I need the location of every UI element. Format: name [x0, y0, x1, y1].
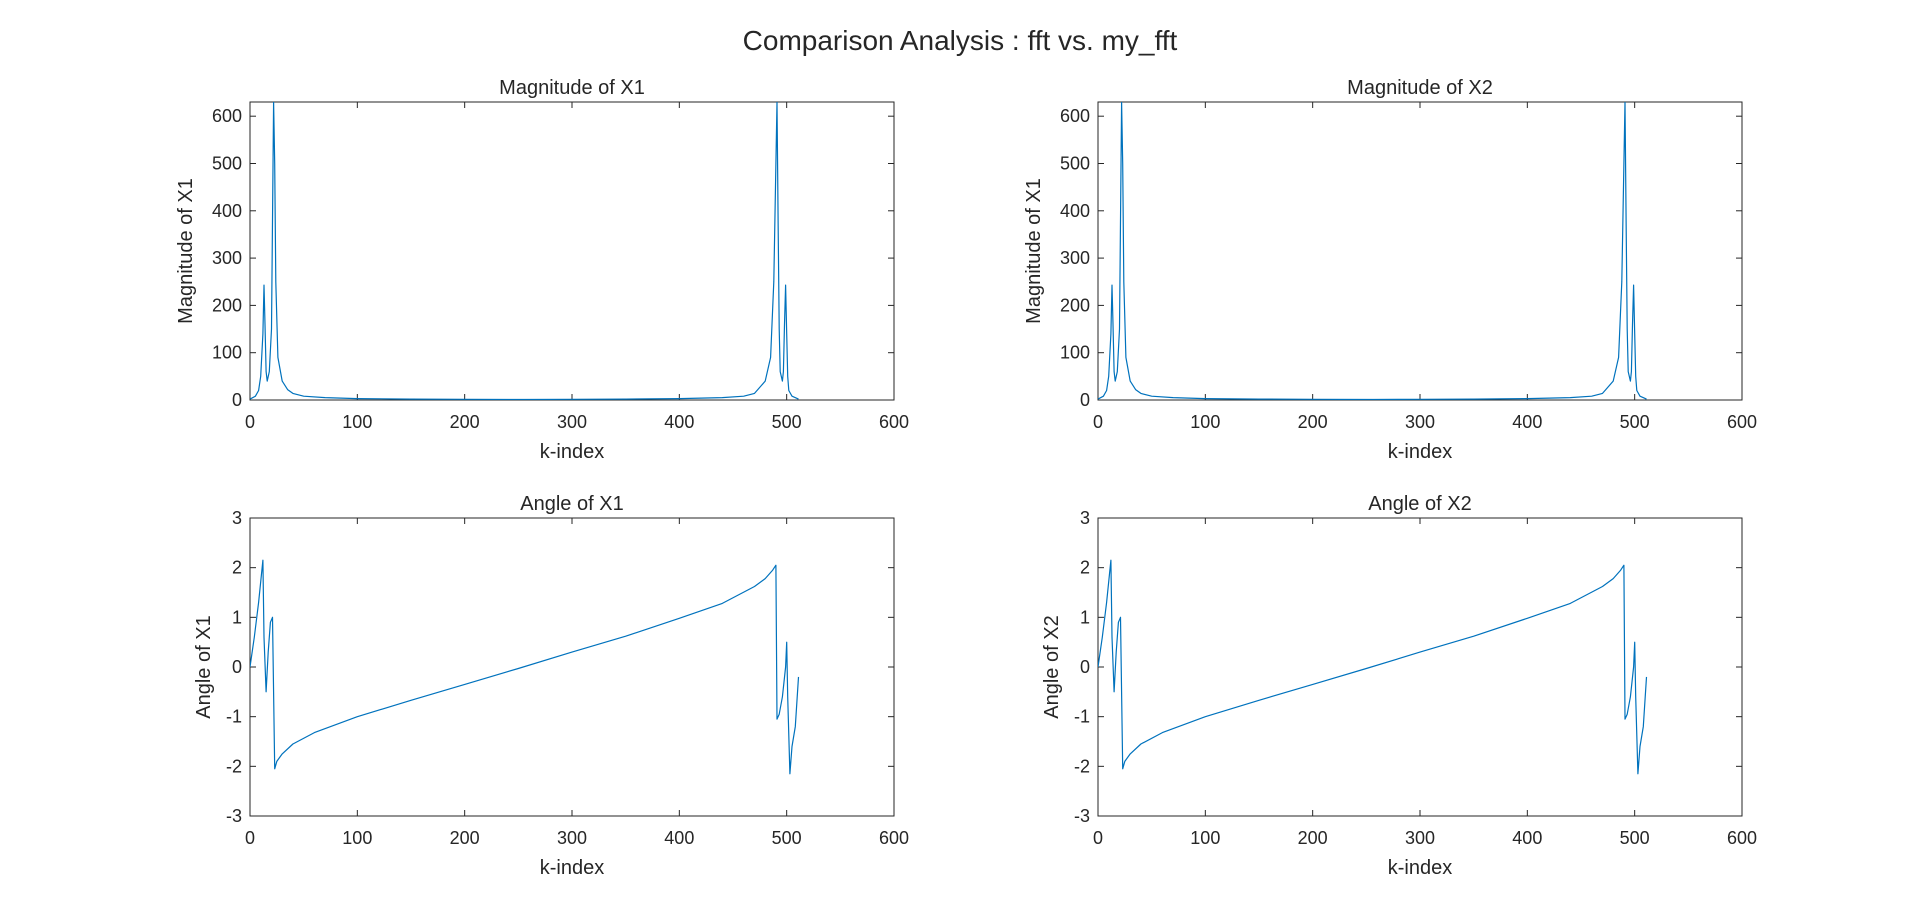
- y-tick-label: -3: [1074, 806, 1090, 826]
- x-tick-label: 100: [1190, 412, 1220, 432]
- y-tick-label: 100: [212, 343, 242, 363]
- x-axis-label: k-index: [1388, 857, 1452, 879]
- y-axis-label: Magnitude of X1: [175, 178, 197, 324]
- x-tick-label: 600: [1727, 828, 1757, 848]
- y-tick-label: 2: [232, 558, 242, 578]
- subplot-title: Angle of X2: [1368, 493, 1471, 515]
- axes-box: [1097, 101, 1743, 401]
- x-tick-label: 600: [1727, 412, 1757, 432]
- y-tick-label: 400: [212, 201, 242, 221]
- x-tick-label: 0: [1093, 828, 1103, 848]
- y-axis-label: Angle of X1: [193, 615, 215, 718]
- x-tick-label: 500: [772, 828, 802, 848]
- x-tick-label: 500: [1620, 412, 1650, 432]
- x-tick-label: 0: [1093, 412, 1103, 432]
- figure-title: Comparison Analysis : fft vs. my_fft: [743, 25, 1178, 56]
- x-tick-label: 100: [342, 828, 372, 848]
- x-tick-label: 300: [1405, 412, 1435, 432]
- subplot-magnitude-x1: 0 100 200 300 400 500 600 0 100 200 300 400 500 600 Ma…: [175, 77, 909, 463]
- y-axis-label: Angle of X2: [1041, 615, 1063, 718]
- x-tick-label: 0: [245, 412, 255, 432]
- y-tick-label: 100: [1060, 343, 1090, 363]
- x-tick-label: 200: [450, 412, 480, 432]
- x-tick-label: 300: [557, 412, 587, 432]
- x-tick-label: 100: [1190, 828, 1220, 848]
- axes-box: [249, 517, 895, 817]
- x-tick-label: 400: [664, 412, 694, 432]
- y-tick-label: -2: [1074, 756, 1090, 776]
- y-tick-label: -1: [1074, 707, 1090, 727]
- y-tick-label: 200: [212, 295, 242, 315]
- x-axis-label: k-index: [540, 441, 604, 463]
- y-tick-label: -3: [226, 806, 242, 826]
- y-tick-label: 500: [1060, 153, 1090, 173]
- x-tick-label: 200: [1298, 828, 1328, 848]
- x-tick-label: 500: [1620, 828, 1650, 848]
- y-tick-label: -2: [226, 756, 242, 776]
- axes-box: [249, 101, 895, 401]
- series-line: [1098, 559, 1648, 775]
- x-tick-label: 600: [879, 828, 909, 848]
- y-tick-label: 300: [212, 248, 242, 268]
- y-tick-label: 600: [1060, 106, 1090, 126]
- y-tick-label: 0: [232, 657, 242, 677]
- y-tick-label: 0: [232, 390, 242, 410]
- y-tick-label: -1: [226, 707, 242, 727]
- subplot-angle-x2: 0 100 200 300 400 500 600 -3 -2 -1 0 1 2 3 Angle of X2…: [1041, 493, 1757, 879]
- y-axis-label: Magnitude of X1: [1023, 178, 1045, 324]
- x-tick-label: 400: [664, 828, 694, 848]
- y-tick-label: 3: [1080, 508, 1090, 528]
- subplot-magnitude-x2: 0 100 200 300 400 500 600 0 100 200 300 400 500 600 Ma…: [1023, 77, 1757, 463]
- y-tick-label: 400: [1060, 201, 1090, 221]
- x-tick-label: 300: [1405, 828, 1435, 848]
- x-axis-label: k-index: [540, 857, 604, 879]
- y-tick-label: 1: [232, 607, 242, 627]
- y-tick-label: 600: [212, 106, 242, 126]
- x-axis-label: k-index: [1388, 441, 1452, 463]
- subplot-angle-x1: 0 100 200 300 400 500 600 -3 -2 -1 0 1 2 3 Angle of X1…: [193, 493, 909, 879]
- x-tick-label: 400: [1512, 828, 1542, 848]
- y-tick-label: 200: [1060, 295, 1090, 315]
- x-tick-label: 0: [245, 828, 255, 848]
- y-tick-label: 2: [1080, 558, 1090, 578]
- y-tick-label: 1: [1080, 607, 1090, 627]
- x-tick-label: 500: [772, 412, 802, 432]
- x-tick-label: 200: [1298, 412, 1328, 432]
- series-line: [1098, 102, 1647, 400]
- series-line: [250, 102, 799, 400]
- axes-box: [1097, 517, 1743, 817]
- x-tick-label: 400: [1512, 412, 1542, 432]
- y-tick-label: 300: [1060, 248, 1090, 268]
- subplot-title: Magnitude of X2: [1347, 77, 1493, 99]
- y-tick-label: 500: [212, 153, 242, 173]
- subplot-title: Angle of X1: [520, 493, 623, 515]
- x-tick-label: 300: [557, 828, 587, 848]
- subplot-title: Magnitude of X1: [499, 77, 645, 99]
- x-tick-label: 100: [342, 412, 372, 432]
- y-tick-label: 0: [1080, 657, 1090, 677]
- series-line: [250, 559, 800, 775]
- x-tick-label: 600: [879, 412, 909, 432]
- y-tick-label: 3: [232, 508, 242, 528]
- x-tick-label: 200: [450, 828, 480, 848]
- y-tick-label: 0: [1080, 390, 1090, 410]
